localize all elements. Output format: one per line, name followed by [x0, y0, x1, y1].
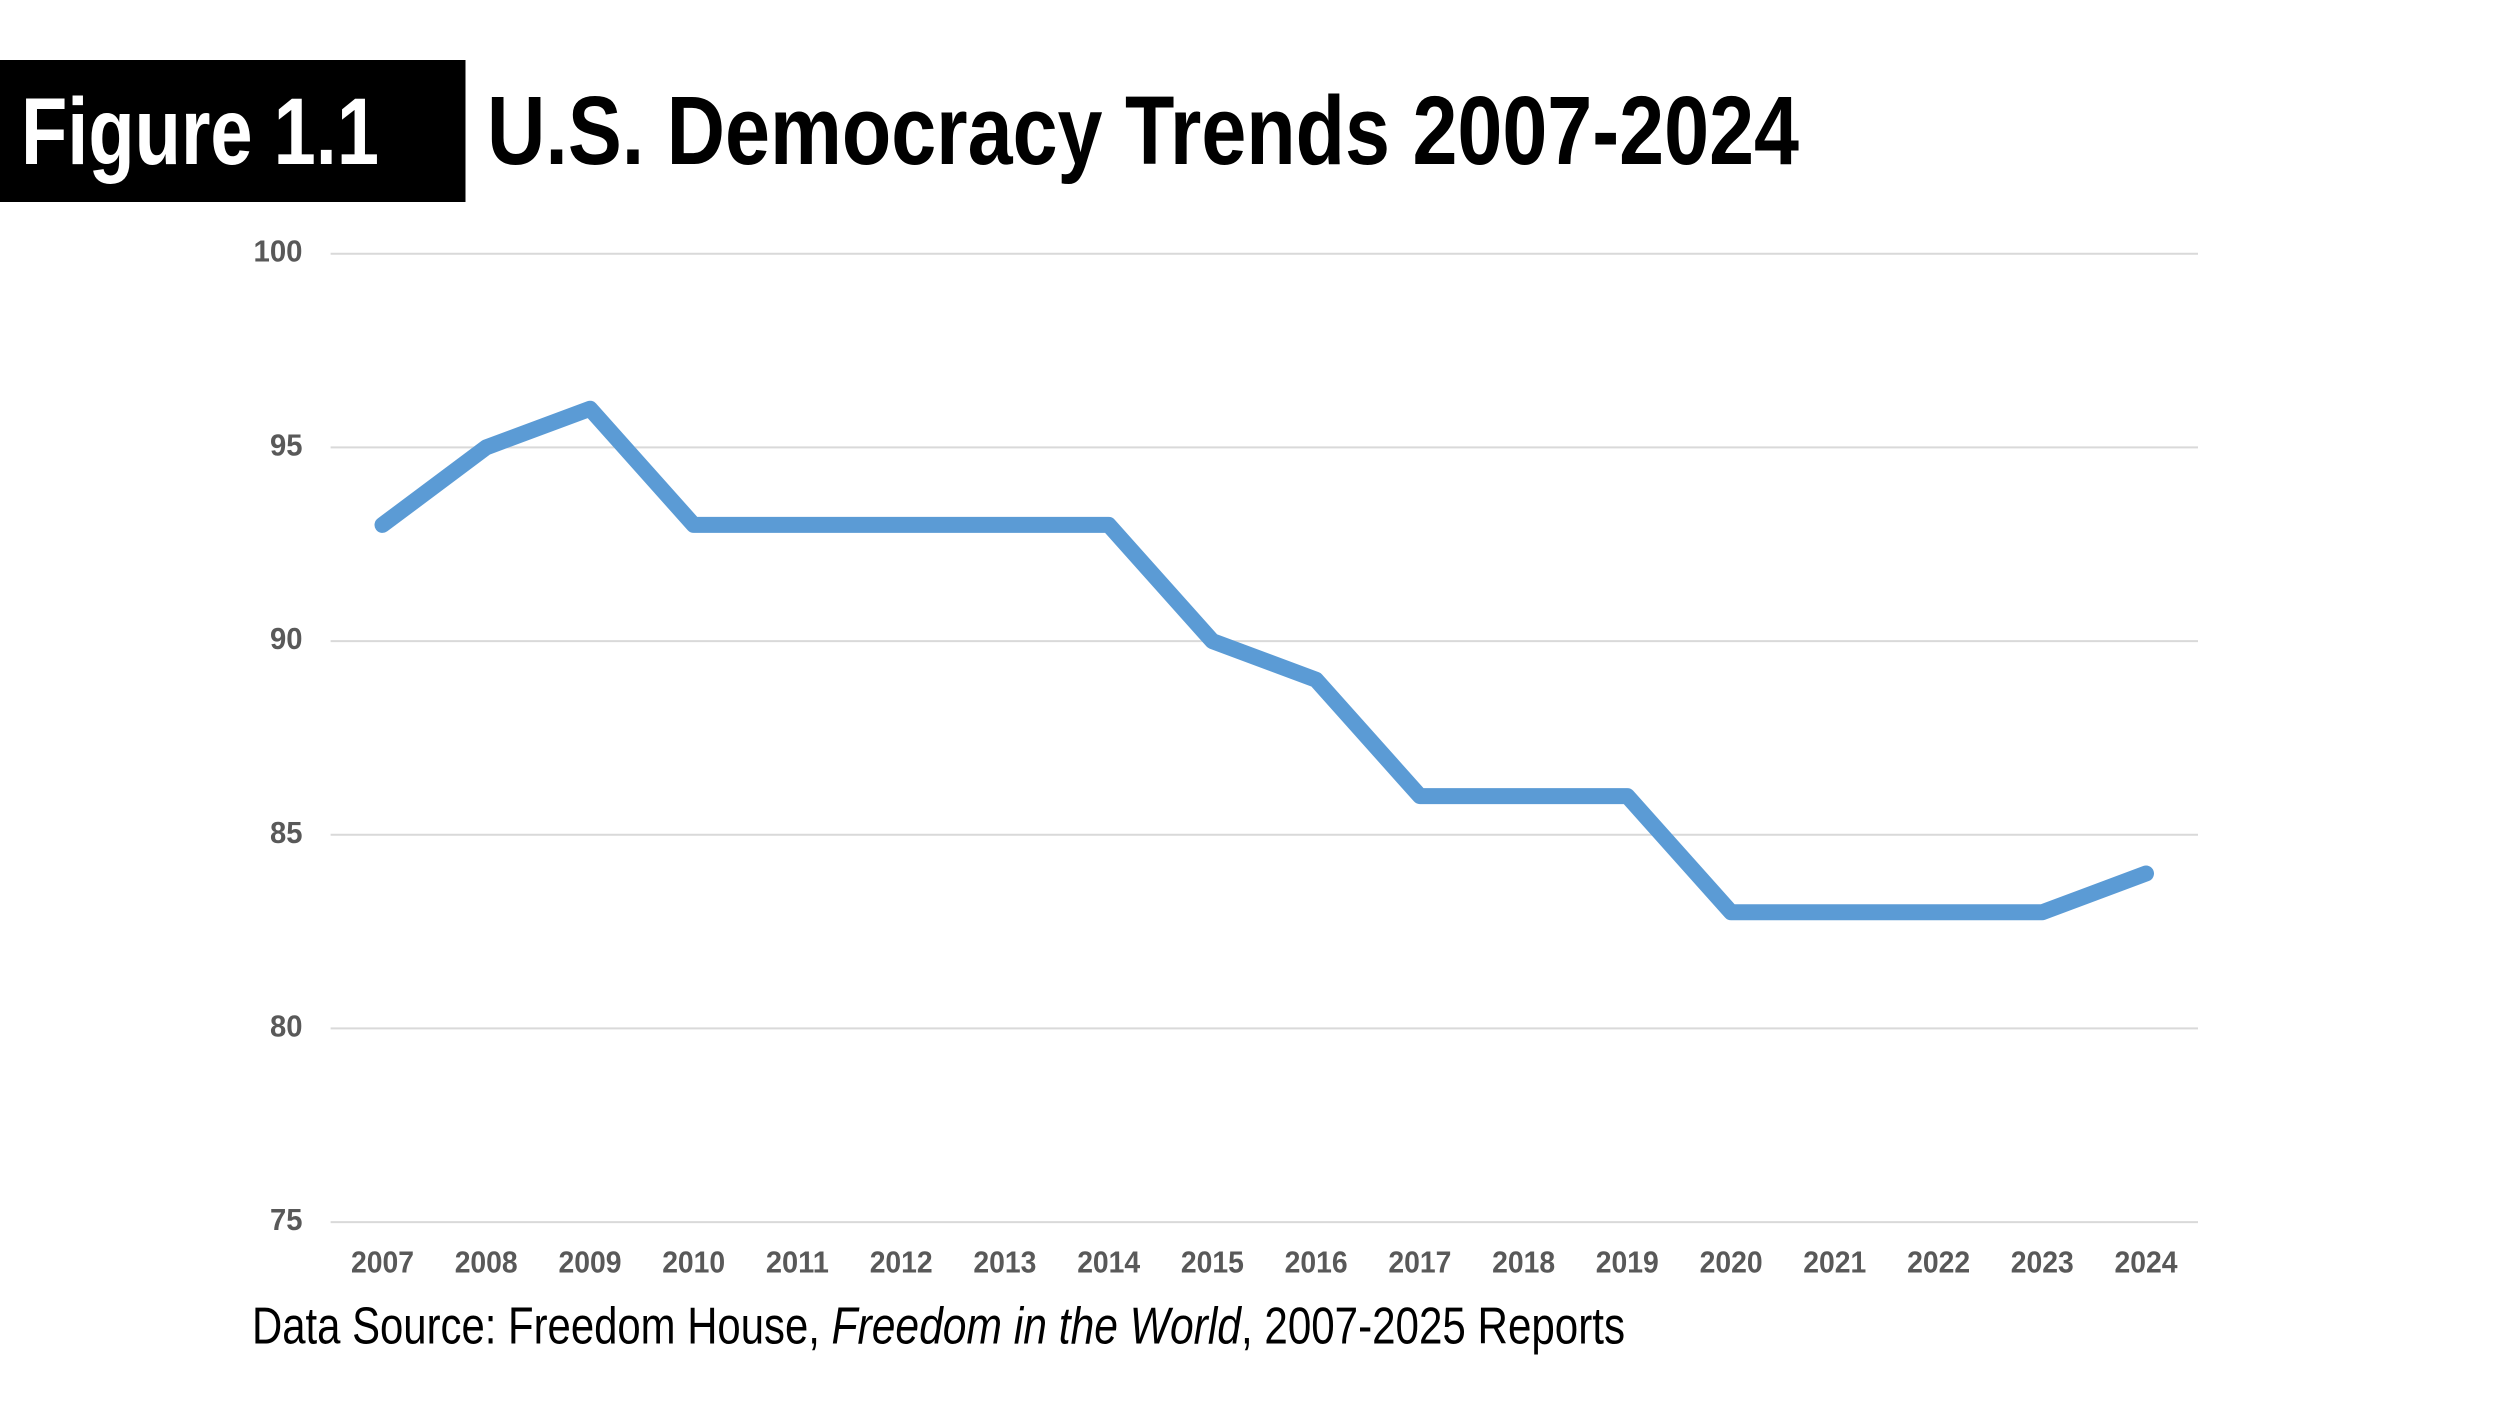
svg-text:2007: 2007: [351, 1245, 414, 1280]
svg-text:95: 95: [270, 427, 303, 462]
svg-text:2010: 2010: [662, 1245, 725, 1280]
svg-text:2013: 2013: [973, 1245, 1036, 1280]
svg-text:2023: 2023: [2011, 1245, 2074, 1280]
svg-text:80: 80: [270, 1008, 303, 1043]
svg-text:75: 75: [270, 1202, 303, 1237]
svg-text:U.S. Democracy Trends 2007-202: U.S. Democracy Trends 2007-2024: [487, 76, 1799, 185]
svg-text:2012: 2012: [870, 1245, 933, 1280]
svg-text:2009: 2009: [559, 1245, 622, 1280]
svg-text:2020: 2020: [1700, 1245, 1763, 1280]
svg-text:2019: 2019: [1596, 1245, 1659, 1280]
svg-text:2014: 2014: [1077, 1245, 1141, 1280]
svg-text:2017: 2017: [1388, 1245, 1451, 1280]
svg-text:2008: 2008: [455, 1245, 518, 1280]
svg-text:2011: 2011: [766, 1245, 829, 1280]
svg-text:2022: 2022: [1907, 1245, 1970, 1280]
svg-text:2016: 2016: [1285, 1245, 1348, 1280]
svg-text:2021: 2021: [1803, 1245, 1866, 1280]
svg-text:2018: 2018: [1492, 1245, 1555, 1280]
svg-text:Figure 1.1: Figure 1.1: [21, 79, 379, 185]
svg-text:100: 100: [254, 234, 303, 269]
svg-text:85: 85: [270, 815, 303, 850]
svg-text:Data Source: Freedom House, Fr: Data Source: Freedom House, Freedom in t…: [252, 1298, 1625, 1356]
svg-text:2015: 2015: [1181, 1245, 1244, 1280]
svg-text:90: 90: [270, 621, 303, 656]
svg-text:2024: 2024: [2115, 1245, 2179, 1280]
